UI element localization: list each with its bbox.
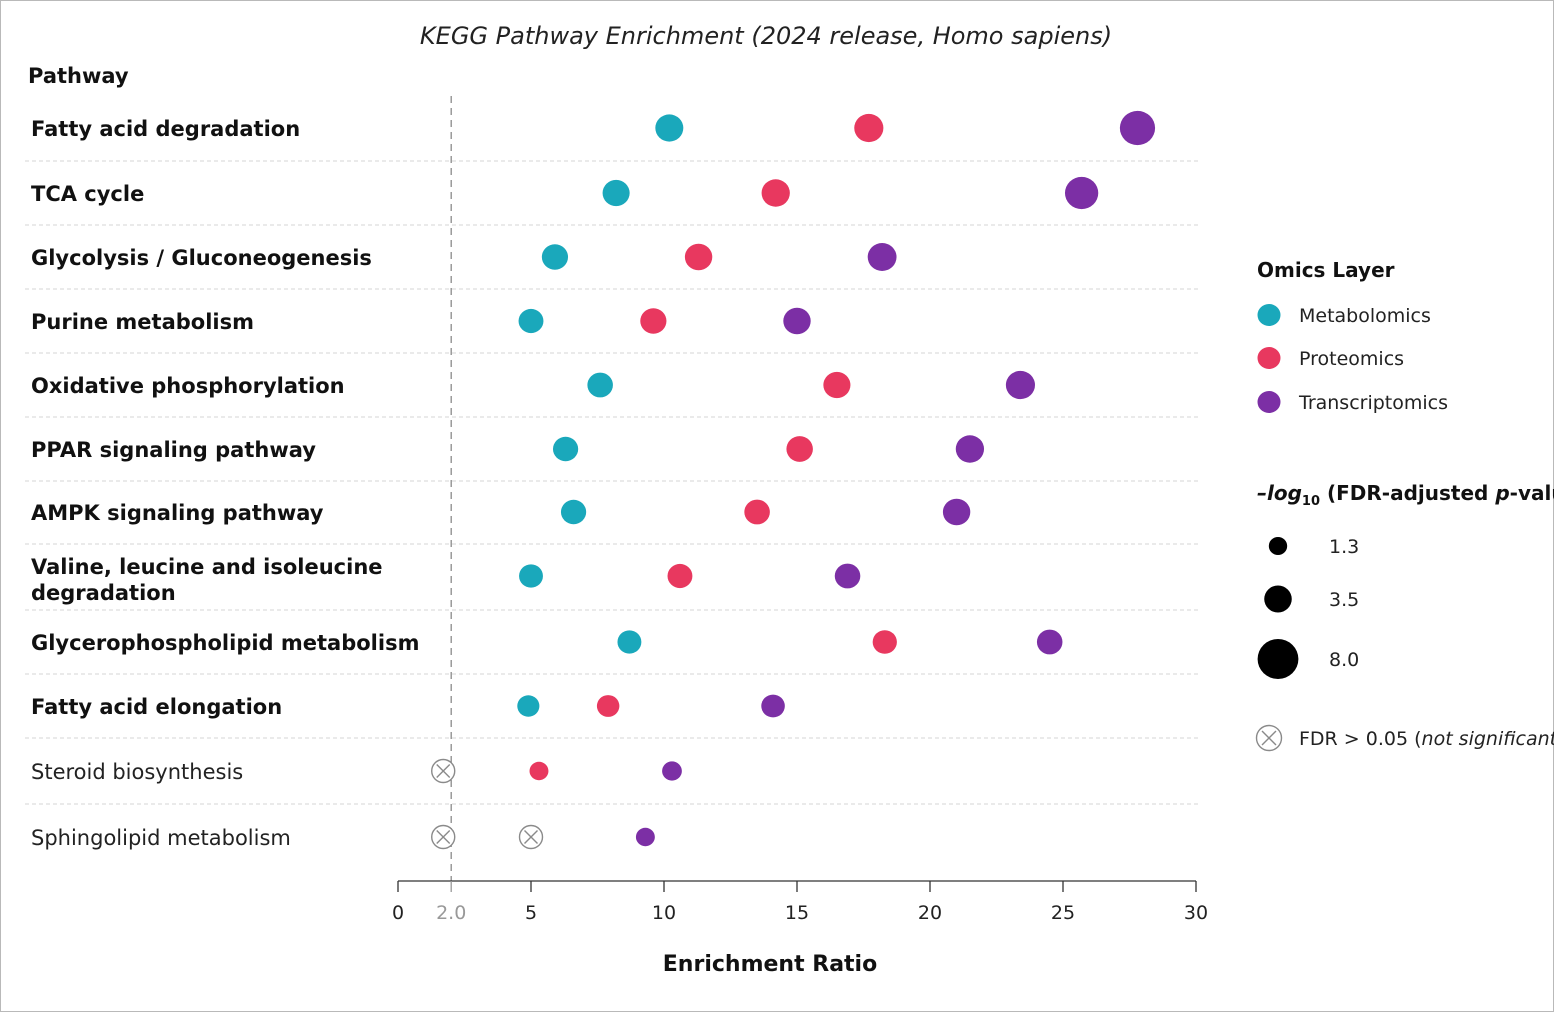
x-tick-label: 0 (392, 902, 404, 924)
proteomics-point (668, 564, 693, 588)
x-tick-label: 30 (1184, 902, 1208, 924)
transcriptomics-point (636, 828, 655, 846)
pathway-labels: Fatty acid degradation TCA cycle Glycolysi… (31, 117, 419, 850)
legend-size-circle (1264, 586, 1292, 613)
metabolomics-point (603, 180, 630, 206)
legend-size-label: 3.5 (1329, 589, 1359, 611)
legend-ns-label: FDR > 0.05 (not significant) (1299, 728, 1554, 750)
ns-label-part: FDR > 0.05 ( (1299, 728, 1422, 750)
metabolomics-point (519, 564, 543, 587)
metabolomics-point (587, 373, 613, 398)
not-significant-marker (432, 826, 455, 849)
legend-swatch (1258, 391, 1281, 413)
legend: Omics Layer Metabolomics Proteomics Transcr… (1257, 258, 1554, 751)
transcriptomics-point (783, 308, 810, 335)
pathway-label-line: Valine, leucine and isoleucine (31, 555, 383, 579)
legend-series-label: Metabolomics (1299, 305, 1431, 327)
pathway-label: Steroid biosynthesis (31, 760, 243, 784)
pathway-label: PPAR signaling pathway (31, 438, 316, 462)
metabolomics-point (517, 695, 539, 716)
metabolomics-point (561, 500, 586, 524)
not-significant-marker (520, 826, 543, 849)
transcriptomics-point (1006, 371, 1035, 399)
legend-size-circle (1258, 639, 1299, 679)
size-title-part: -value) (1510, 481, 1554, 505)
proteomics-point (597, 695, 619, 717)
pathway-label: Oxidative phosphorylation (31, 374, 345, 398)
proteomics-point (873, 630, 897, 654)
x-tick-label: 15 (785, 902, 809, 924)
legend-series-label: Proteomics (1299, 348, 1404, 370)
transcriptomics-point (1120, 111, 1155, 145)
size-title-part: –log (1257, 481, 1302, 505)
ns-label-part: not significant (1422, 728, 1554, 750)
metabolomics-point (519, 309, 544, 333)
chart-title: KEGG Pathway Enrichment (2024 release, H… (420, 22, 1112, 50)
proteomics-point (823, 372, 850, 398)
x-tick-label: 5 (525, 902, 537, 924)
transcriptomics-point (956, 435, 984, 462)
pathway-label: Fatty acid degradation (31, 117, 300, 141)
pathway-label: Sphingolipid metabolism (31, 826, 291, 850)
transcriptomics-point (761, 695, 785, 718)
size-title-subscript: 10 (1302, 494, 1320, 509)
transcriptomics-point (943, 499, 970, 526)
pathway-label: TCA cycle (31, 182, 144, 206)
x-tick-label: 10 (652, 902, 676, 924)
x-tick-label: 20 (918, 902, 942, 924)
metabolomics-point (553, 437, 578, 461)
transcriptomics-point (662, 761, 682, 780)
proteomics-point (744, 500, 770, 525)
proteomics-point (786, 436, 812, 462)
legend-swatch (1258, 304, 1281, 326)
legend-swatch (1258, 347, 1281, 369)
transcriptomics-point (1065, 177, 1098, 209)
transcriptomics-point (868, 243, 897, 271)
proteomics-point (854, 114, 883, 142)
legend-size-label: 8.0 (1329, 649, 1359, 671)
pathway-label: Purine metabolism (31, 310, 254, 334)
legend-size-circle (1269, 537, 1287, 555)
pathway-label: Fatty acid elongation (31, 695, 282, 719)
proteomics-point (685, 244, 712, 271)
transcriptomics-point (835, 564, 861, 589)
legend-color-title: Omics Layer (1257, 258, 1395, 282)
metabolomics-point (542, 244, 568, 269)
proteomics-point (530, 762, 549, 780)
metabolomics-point (655, 114, 683, 141)
x-tick-label: 25 (1051, 902, 1075, 924)
legend-size-label: 1.3 (1329, 536, 1359, 558)
size-title-part: p (1494, 481, 1509, 505)
proteomics-point (640, 308, 666, 333)
metabolomics-point (617, 630, 641, 653)
x-axis-label: Enrichment Ratio (663, 952, 877, 977)
pathway-label: AMPK signaling pathway (31, 501, 324, 525)
x-axis: 0 5 10 15 20 25 30 2.0 (392, 881, 1208, 924)
not-significant-marker (432, 760, 455, 783)
pathway-label: Glycolysis / Gluconeogenesis (31, 246, 372, 270)
pathway-label-line: degradation (31, 581, 176, 605)
pathway-label: Glycerophospholipid metabolism (31, 631, 419, 655)
legend-size-title: –log10 (FDR-adjusted p-value) (1257, 481, 1554, 509)
data-points (432, 111, 1155, 849)
y-axis-header: Pathway (28, 64, 129, 88)
proteomics-point (762, 179, 790, 206)
size-title-part: (FDR-adjusted (1320, 481, 1495, 505)
transcriptomics-point (1037, 630, 1063, 655)
legend-series-label: Transcriptomics (1298, 392, 1448, 414)
reference-tick-label: 2.0 (436, 902, 466, 924)
